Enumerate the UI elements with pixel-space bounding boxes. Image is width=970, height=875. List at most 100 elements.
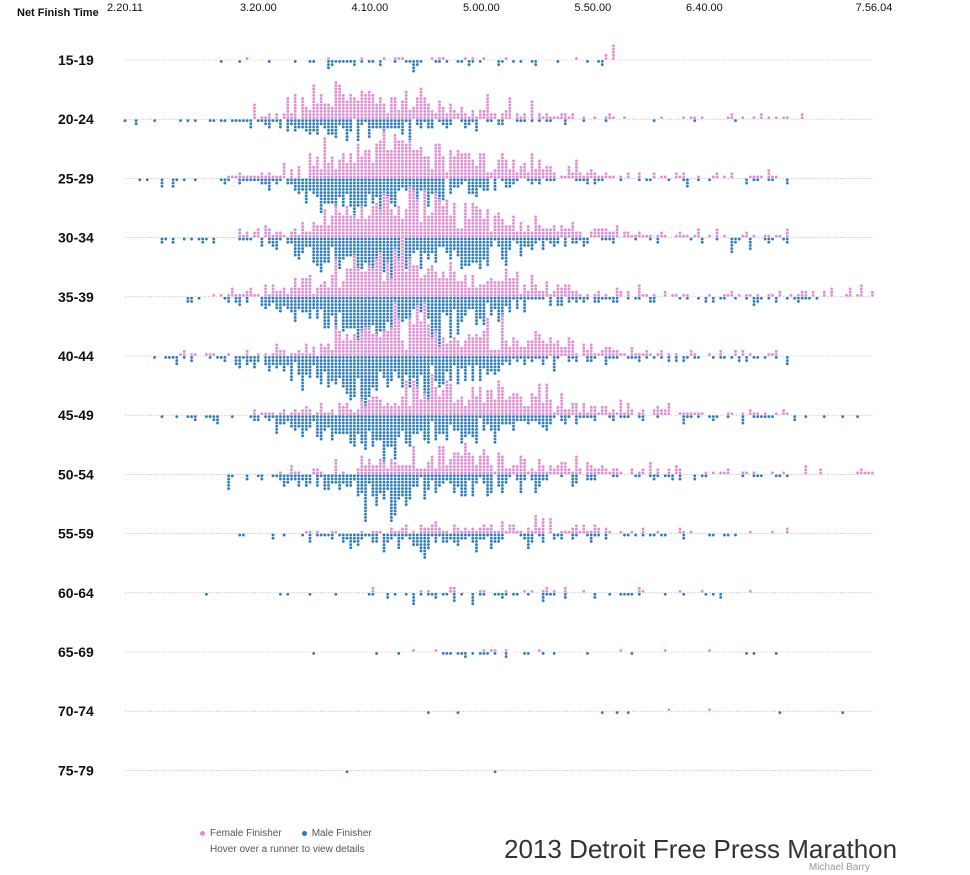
female-runner-dot[interactable] [752, 115, 756, 120]
male-runner-dot[interactable] [463, 253, 468, 257]
male-runner-dot[interactable] [785, 355, 790, 360]
male-runner-dot[interactable] [441, 197, 446, 201]
male-runner-dot[interactable] [363, 321, 368, 326]
female-runner-dot[interactable] [378, 168, 383, 173]
male-runner-dot[interactable] [463, 365, 468, 369]
female-runner-dot[interactable] [337, 330, 342, 335]
male-runner-dot[interactable] [411, 355, 416, 360]
female-runner-dot[interactable] [333, 112, 338, 117]
male-runner-dot[interactable] [237, 361, 242, 366]
female-runner-dot[interactable] [422, 99, 427, 104]
female-runner-dot[interactable] [433, 165, 438, 170]
male-runner-dot[interactable] [430, 125, 435, 129]
female-runner-dot[interactable] [382, 106, 386, 111]
female-runner-dot[interactable] [419, 90, 423, 95]
female-runner-dot[interactable] [604, 346, 608, 351]
male-runner-dot[interactable] [389, 193, 394, 198]
female-runner-dot[interactable] [489, 283, 494, 288]
female-runner-dot[interactable] [407, 267, 412, 272]
female-runner-dot[interactable] [485, 109, 490, 114]
male-runner-dot[interactable] [363, 181, 368, 185]
male-runner-dot[interactable] [378, 318, 383, 323]
male-runner-dot[interactable] [470, 190, 475, 195]
female-runner-dot[interactable] [470, 159, 475, 163]
male-runner-dot[interactable] [311, 190, 316, 195]
female-runner-dot[interactable] [470, 290, 475, 295]
female-runner-dot[interactable] [315, 168, 320, 173]
female-runner-dot[interactable] [415, 103, 420, 107]
female-runner-dot[interactable] [563, 287, 568, 291]
female-runner-dot[interactable] [319, 103, 324, 107]
female-runner-dot[interactable] [341, 343, 346, 347]
male-runner-dot[interactable] [456, 315, 460, 320]
female-runner-dot[interactable] [515, 283, 520, 288]
male-runner-dot[interactable] [315, 309, 320, 313]
female-runner-dot[interactable] [263, 283, 268, 288]
female-runner-dot[interactable] [393, 327, 398, 331]
male-runner-dot[interactable] [359, 355, 364, 360]
female-runner-dot[interactable] [567, 171, 571, 176]
male-runner-dot[interactable] [419, 121, 423, 126]
male-runner-dot[interactable] [407, 365, 412, 369]
female-runner-dot[interactable] [389, 349, 394, 354]
female-runner-dot[interactable] [356, 287, 361, 291]
female-runner-dot[interactable] [496, 159, 501, 163]
male-runner-dot[interactable] [437, 59, 442, 64]
female-runner-dot[interactable] [489, 290, 494, 295]
female-runner-dot[interactable] [504, 112, 509, 117]
female-runner-dot[interactable] [729, 112, 734, 117]
male-runner-dot[interactable] [367, 355, 372, 360]
male-runner-dot[interactable] [282, 361, 287, 366]
male-runner-dot[interactable] [337, 246, 342, 251]
male-runner-dot[interactable] [474, 321, 479, 326]
male-runner-dot[interactable] [341, 299, 346, 304]
female-runner-dot[interactable] [348, 227, 353, 232]
female-runner-dot[interactable] [467, 155, 472, 160]
female-runner-dot[interactable] [855, 293, 860, 298]
female-runner-dot[interactable] [596, 352, 601, 357]
male-runner-dot[interactable] [518, 249, 523, 254]
male-runner-dot[interactable] [285, 240, 290, 245]
female-runner-dot[interactable] [481, 152, 486, 157]
male-runner-dot[interactable] [374, 365, 379, 369]
female-runner-dot[interactable] [530, 339, 534, 344]
female-runner-dot[interactable] [504, 159, 509, 163]
female-runner-dot[interactable] [337, 103, 342, 107]
male-runner-dot[interactable] [352, 187, 357, 192]
female-runner-dot[interactable] [374, 165, 379, 170]
female-runner-dot[interactable] [322, 106, 327, 111]
female-runner-dot[interactable] [504, 115, 509, 120]
male-runner-dot[interactable] [382, 237, 386, 241]
female-runner-dot[interactable] [352, 218, 357, 223]
male-runner-dot[interactable] [452, 305, 457, 310]
female-runner-dot[interactable] [500, 336, 505, 341]
female-runner-dot[interactable] [422, 343, 427, 347]
male-runner-dot[interactable] [404, 177, 409, 182]
male-runner-dot[interactable] [552, 177, 557, 182]
female-runner-dot[interactable] [385, 261, 390, 266]
female-runner-dot[interactable] [474, 336, 479, 341]
female-runner-dot[interactable] [304, 106, 309, 111]
female-runner-dot[interactable] [411, 221, 416, 226]
female-runner-dot[interactable] [459, 168, 464, 173]
female-runner-dot[interactable] [459, 165, 464, 170]
female-runner-dot[interactable] [337, 165, 342, 170]
male-runner-dot[interactable] [322, 125, 327, 129]
female-runner-dot[interactable] [415, 162, 420, 167]
female-runner-dot[interactable] [544, 112, 549, 117]
female-runner-dot[interactable] [363, 112, 368, 117]
female-runner-dot[interactable] [308, 112, 312, 117]
female-runner-dot[interactable] [426, 165, 431, 170]
male-runner-dot[interactable] [300, 121, 305, 126]
male-runner-dot[interactable] [448, 187, 453, 192]
male-runner-dot[interactable] [326, 305, 331, 310]
male-runner-dot[interactable] [537, 296, 542, 301]
male-runner-dot[interactable] [437, 302, 442, 307]
male-runner-dot[interactable] [271, 237, 275, 241]
female-runner-dot[interactable] [400, 221, 405, 226]
male-runner-dot[interactable] [326, 321, 331, 326]
female-runner-dot[interactable] [426, 112, 431, 117]
female-runner-dot[interactable] [437, 231, 442, 235]
female-runner-dot[interactable] [511, 221, 516, 226]
male-runner-dot[interactable] [370, 318, 375, 323]
